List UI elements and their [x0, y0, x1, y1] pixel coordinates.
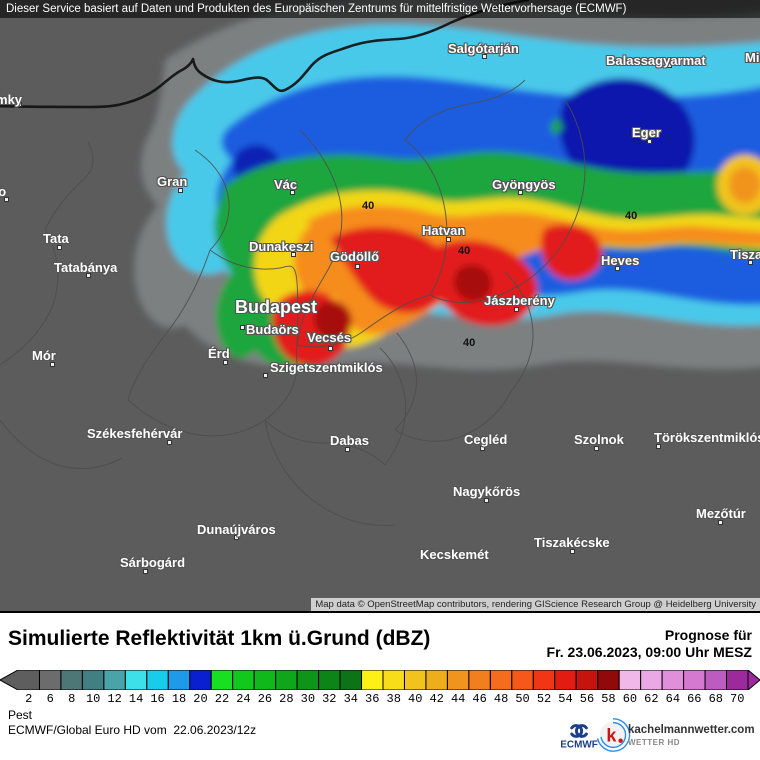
- svg-text:k: k: [606, 726, 617, 746]
- svg-text:ECMWF: ECMWF: [561, 739, 598, 750]
